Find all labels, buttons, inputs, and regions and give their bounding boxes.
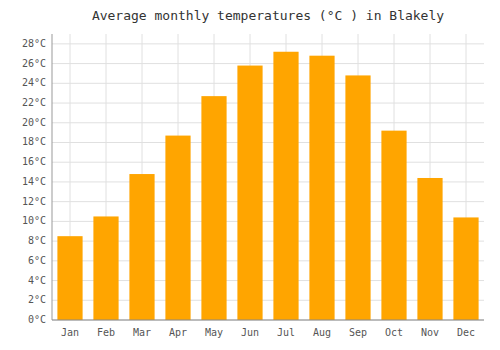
y-tick-label: 18°C: [22, 136, 46, 147]
y-tick-label: 6°C: [28, 255, 46, 266]
x-tick-label: Jul: [277, 327, 295, 338]
y-tick-label: 26°C: [22, 58, 46, 69]
y-tick-label: 2°C: [28, 294, 46, 305]
bar: [129, 174, 154, 320]
y-grid-line: [52, 320, 484, 321]
x-tick-label: Oct: [385, 327, 403, 338]
bar: [309, 56, 334, 320]
x-tick-label: Dec: [457, 327, 475, 338]
y-grid-line: [52, 103, 484, 104]
y-tick-label: 14°C: [22, 176, 46, 187]
x-tick-label: Aug: [313, 327, 331, 338]
bar: [201, 96, 226, 320]
y-tick-label: 12°C: [22, 196, 46, 207]
x-tick-label: Jun: [241, 327, 259, 338]
chart-container: 0°C 2°C 4°C 6°C 8°C 10°C 12°C 14°C 16°C 18°C 20°C 2…: [0, 0, 500, 350]
x-tick-label: May: [205, 327, 223, 338]
y-grid-line: [52, 83, 484, 84]
x-tick-label: Mar: [133, 327, 151, 338]
x-tick-label: Apr: [169, 327, 187, 338]
bar: [345, 75, 370, 320]
bar: [57, 236, 82, 320]
x-tick-label: Feb: [97, 327, 115, 338]
grid: [52, 34, 484, 320]
y-grid-line: [52, 162, 484, 163]
y-tick-label: 8°C: [28, 235, 46, 246]
y-grid-line: [52, 142, 484, 143]
y-tick-label: 28°C: [22, 38, 46, 49]
bar: [237, 66, 262, 320]
x-axis-line: [52, 320, 484, 321]
bar: [165, 136, 190, 320]
y-tick-label: 4°C: [28, 275, 46, 286]
axes: 0°C 2°C 4°C 6°C 8°C 10°C 12°C 14°C 16°C 18°C 20°C 2…: [22, 34, 484, 338]
chart-svg: 0°C 2°C 4°C 6°C 8°C 10°C 12°C 14°C 16°C 18°C 20°C 2…: [0, 0, 500, 350]
y-tick-label: 10°C: [22, 215, 46, 226]
x-tick-label: Nov: [421, 327, 439, 338]
bar: [93, 216, 118, 320]
bar: [417, 178, 442, 320]
bar: [273, 52, 298, 320]
y-tick-label: 0°C: [28, 314, 46, 325]
y-tick-label: 16°C: [22, 156, 46, 167]
x-tick-label: Jan: [61, 327, 79, 338]
y-tick-label: 22°C: [22, 97, 46, 108]
bar: [453, 217, 478, 320]
bars: [57, 52, 478, 320]
title: Average monthly temperatures (°C ) in Bl…: [92, 8, 444, 23]
y-tick-label: 20°C: [22, 117, 46, 128]
bar: [381, 131, 406, 320]
y-axis-line: [52, 34, 53, 320]
y-grid-line: [52, 43, 484, 44]
y-grid-line: [52, 63, 484, 64]
x-tick-label: Sep: [349, 327, 367, 338]
y-tick-label: 24°C: [22, 77, 46, 88]
y-grid-line: [52, 122, 484, 123]
